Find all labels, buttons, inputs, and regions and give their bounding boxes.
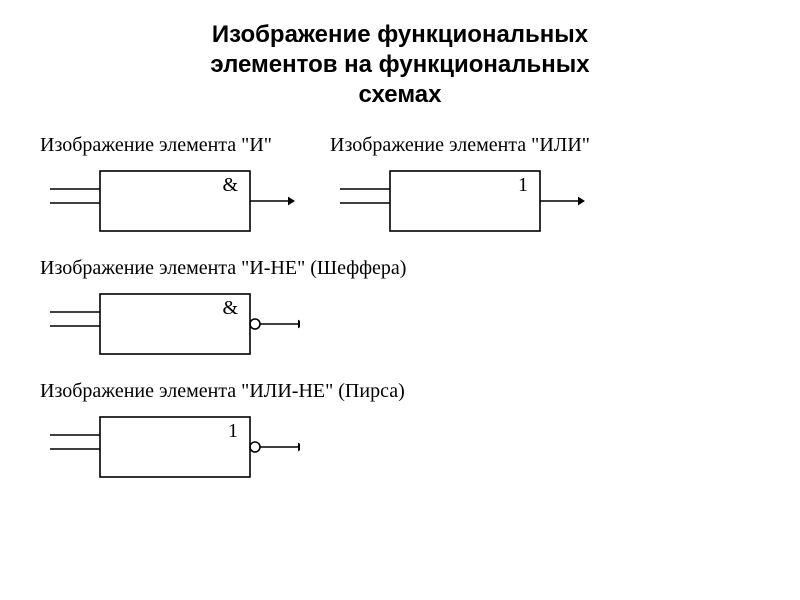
page-container: Изображение функциональных элементов на … (0, 0, 800, 517)
gate-nand-block: Изображение элемента "И-НЕ" (Шеффера) & (40, 251, 406, 374)
gate-output-arrow (578, 197, 585, 206)
gate-nand-svg: & (40, 284, 300, 374)
gate-output-arrow (298, 443, 300, 452)
gate-or-caption: Изображение элемента "ИЛИ" (330, 134, 590, 157)
inversion-bubble (250, 319, 260, 329)
inversion-bubble (250, 442, 260, 452)
gate-and-caption: Изображение элемента "И" (40, 134, 300, 157)
row-3: Изображение элемента "ИЛИ-НЕ" (Пирса) 1 (40, 374, 760, 497)
gate-output-arrow (288, 197, 295, 206)
gate-nor-diagram: 1 (40, 407, 405, 497)
gate-symbol: & (222, 174, 238, 196)
gate-nand-diagram: & (40, 284, 406, 374)
row-1: Изображение элемента "И" & Изображение э… (40, 128, 760, 251)
title-line-1: Изображение функциональных (212, 21, 588, 48)
gate-nor-svg: 1 (40, 407, 300, 497)
gate-symbol: 1 (228, 420, 238, 442)
gate-output-arrow (298, 320, 300, 329)
gate-symbol: 1 (518, 174, 528, 196)
gate-and-diagram: & (40, 161, 300, 251)
title-line-2: элементов на функциональных (210, 51, 589, 78)
gate-or-diagram: 1 (330, 161, 590, 251)
title-line-3: схемах (359, 81, 442, 108)
gate-nand-caption: Изображение элемента "И-НЕ" (Шеффера) (40, 257, 406, 280)
gate-nor-caption: Изображение элемента "ИЛИ-НЕ" (Пирса) (40, 380, 405, 403)
row-2: Изображение элемента "И-НЕ" (Шеффера) & (40, 251, 760, 374)
page-title: Изображение функциональных элементов на … (40, 20, 760, 110)
gate-nor-block: Изображение элемента "ИЛИ-НЕ" (Пирса) 1 (40, 374, 405, 497)
gate-or-svg: 1 (330, 161, 590, 251)
gate-and-block: Изображение элемента "И" & (40, 128, 300, 251)
gate-symbol: & (222, 297, 238, 319)
gate-or-block: Изображение элемента "ИЛИ" 1 (330, 128, 590, 251)
gate-and-svg: & (40, 161, 300, 251)
